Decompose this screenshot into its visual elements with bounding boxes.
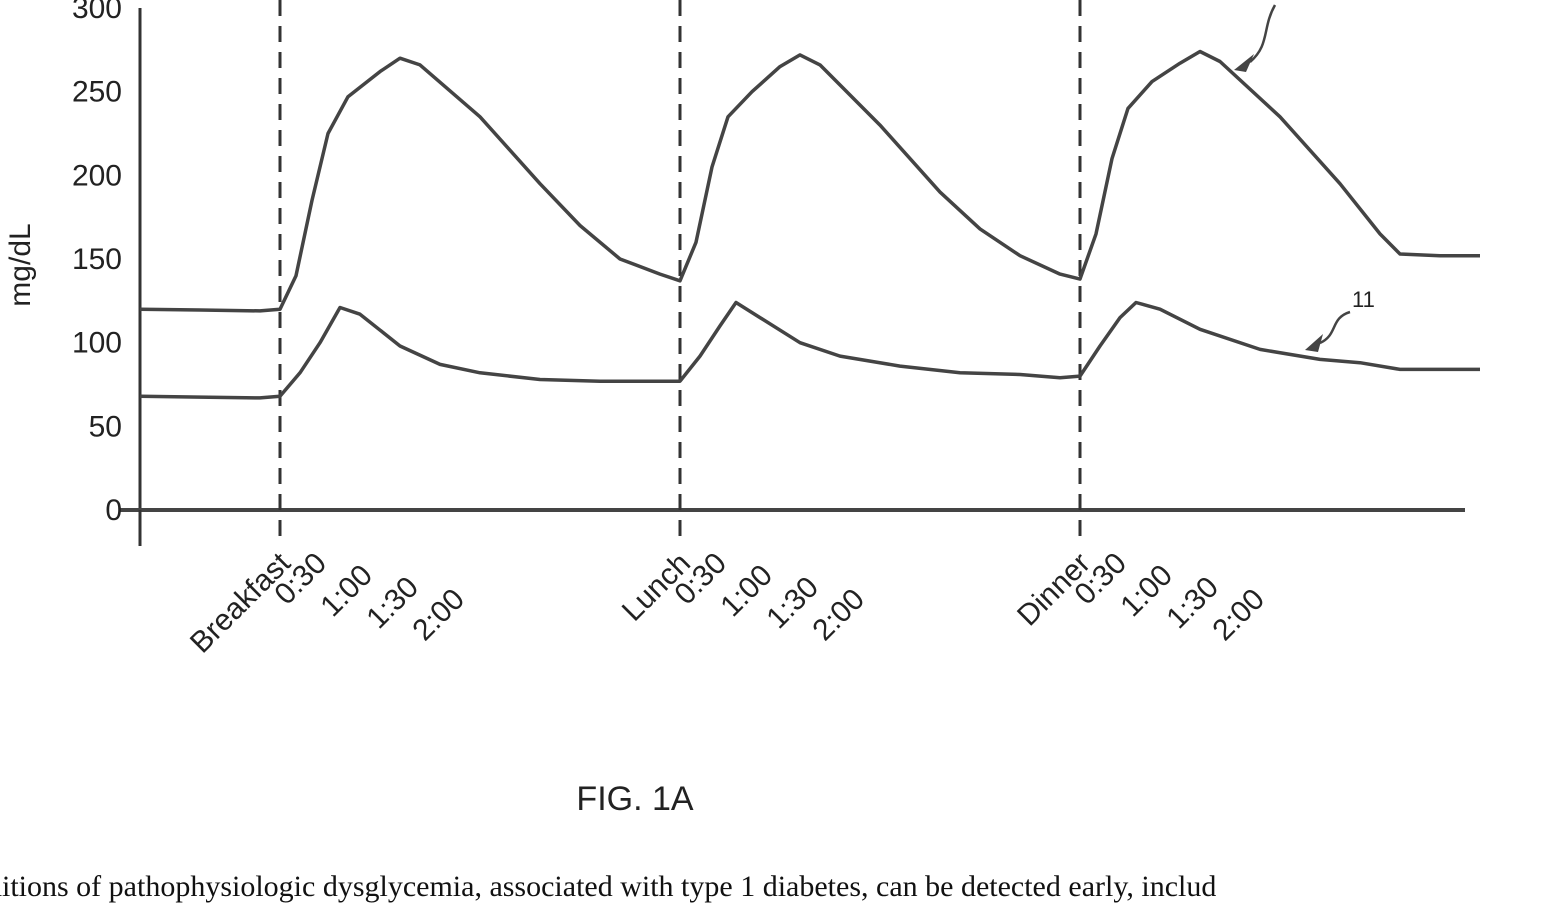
series-line (139, 49, 1480, 313)
callout-label: 11 (1352, 287, 1375, 312)
y-tick-label: 200 (72, 159, 122, 192)
y-tick-label: 250 (72, 76, 122, 109)
y-tick-label: 100 (72, 327, 122, 360)
y-tick-label: 50 (89, 410, 122, 443)
callout-arrowhead (1234, 54, 1254, 72)
y-tick-label: 300 (72, 0, 122, 25)
figure-caption: FIG. 1A (576, 780, 694, 818)
series-line (139, 300, 1480, 400)
chart-axes (120, 8, 1465, 546)
glucose-chart: 050100150200250300mg/dLBreakfast0:301:00… (4, 0, 1480, 660)
y-tick-label: 0 (105, 494, 122, 527)
body-text-line: nditions of pathophysiologic dysglycemia… (0, 870, 1217, 903)
y-axis-label: mg/dL (4, 223, 37, 306)
series-group (139, 49, 1480, 400)
y-tick-label: 150 (72, 243, 122, 276)
meal-marker-lines (278, 0, 1082, 540)
callout-leader (1249, 4, 1277, 63)
meal-marker-label: Breakfast (184, 546, 297, 659)
callout-leader (1319, 310, 1351, 345)
callout-arrowhead (1305, 334, 1323, 352)
chart-labels: 050100150200250300mg/dLBreakfast0:301:00… (4, 0, 1375, 660)
